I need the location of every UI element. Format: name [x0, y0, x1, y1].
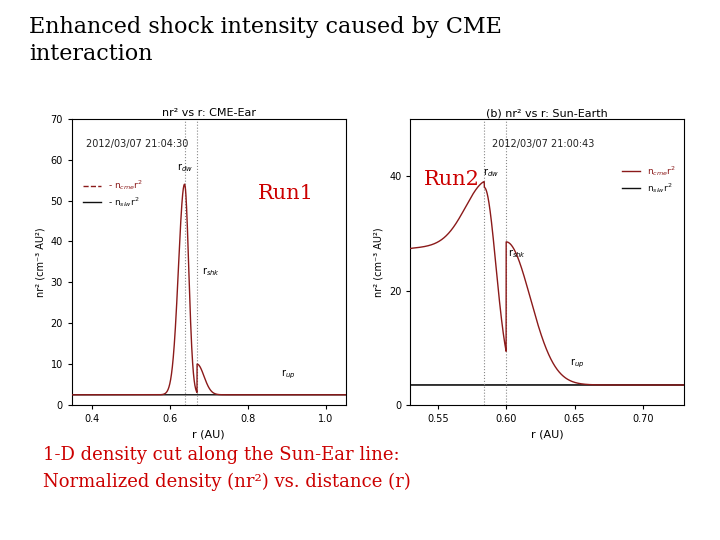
- Legend: - n$_{cme}$r$^2$, - n$_{slw}$r$^2$: - n$_{cme}$r$^2$, - n$_{slw}$r$^2$: [79, 175, 147, 213]
- Text: r$_{up}$: r$_{up}$: [281, 368, 295, 381]
- Y-axis label: nr² (cm⁻³ AU²): nr² (cm⁻³ AU²): [35, 227, 45, 296]
- Text: Run1: Run1: [258, 184, 314, 203]
- X-axis label: r (AU): r (AU): [531, 430, 564, 440]
- Text: r$_{up}$: r$_{up}$: [570, 356, 585, 370]
- Legend: n$_{cme}$r$^2$, n$_{slw}$r$^2$: n$_{cme}$r$^2$, n$_{slw}$r$^2$: [618, 160, 680, 198]
- Text: Enhanced shock intensity caused by CME
interaction: Enhanced shock intensity caused by CME i…: [29, 16, 502, 65]
- Y-axis label: nr² (cm⁻³ AU²): nr² (cm⁻³ AU²): [374, 227, 384, 296]
- Text: 2012/03/07 21:04:30: 2012/03/07 21:04:30: [86, 139, 188, 149]
- X-axis label: r (AU): r (AU): [192, 430, 225, 440]
- Text: r$_{dw}$: r$_{dw}$: [176, 161, 192, 174]
- Text: r$_{shk}$: r$_{shk}$: [508, 247, 526, 260]
- Title: nr² vs r: CME-Ear: nr² vs r: CME-Ear: [162, 108, 256, 118]
- Text: Normalized density (nr²) vs. distance (r): Normalized density (nr²) vs. distance (r…: [43, 472, 411, 491]
- Title: (b) nr² vs r: Sun-Earth: (b) nr² vs r: Sun-Earth: [486, 108, 608, 118]
- Text: r$_{dw}$: r$_{dw}$: [483, 166, 499, 179]
- Text: 1-D density cut along the Sun-Ear line:: 1-D density cut along the Sun-Ear line:: [43, 446, 400, 463]
- Text: r$_{shk}$: r$_{shk}$: [202, 265, 220, 278]
- Text: Run2: Run2: [424, 170, 480, 188]
- Text: 2012/03/07 21:00:43: 2012/03/07 21:00:43: [492, 139, 595, 149]
